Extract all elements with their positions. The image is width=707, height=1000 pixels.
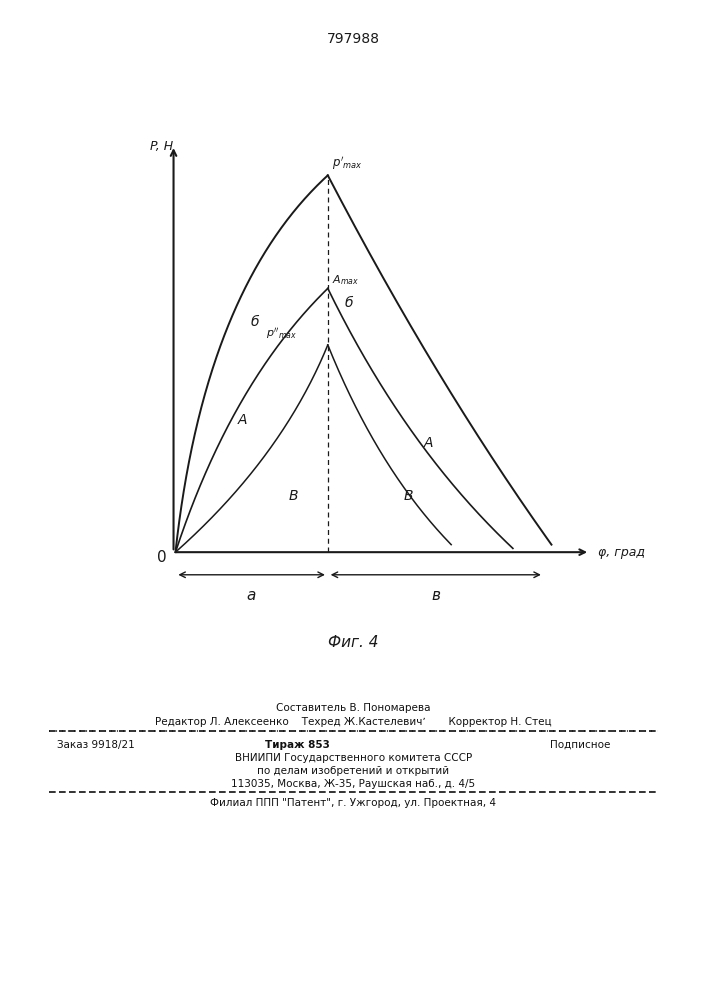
Text: $p''_{max}$: $p''_{max}$ [266, 326, 298, 341]
Text: ВНИИПИ Государственного комитета СССР: ВНИИПИ Государственного комитета СССР [235, 753, 472, 763]
Text: Тираж 853: Тираж 853 [264, 740, 329, 750]
Text: A: A [238, 413, 247, 427]
Text: Филиал ППП "Патент", г. Ужгород, ул. Проектная, 4: Филиал ППП "Патент", г. Ужгород, ул. Про… [211, 798, 496, 808]
Text: В: В [288, 489, 298, 503]
Text: 797988: 797988 [327, 32, 380, 46]
Text: 113035, Москва, Ж-35, Раушская наб., д. 4/5: 113035, Москва, Ж-35, Раушская наб., д. … [231, 779, 476, 789]
Text: A: A [423, 436, 433, 450]
Text: φ, град: φ, град [597, 546, 645, 559]
Text: б: б [345, 296, 354, 310]
Text: Редактор Л. Алексеенко    Техред Ж.Кастелевичʼ       Корректор Н. Стец: Редактор Л. Алексеенко Техред Ж.Кастелев… [156, 717, 551, 727]
Text: Фиг. 4: Фиг. 4 [328, 635, 379, 650]
Text: P, H: P, H [151, 140, 173, 153]
Text: 0: 0 [157, 550, 167, 565]
Text: в: в [431, 588, 440, 603]
Text: $p'_{max}$: $p'_{max}$ [332, 154, 363, 172]
Text: Заказ 9918/21: Заказ 9918/21 [57, 740, 134, 750]
Text: б: б [250, 315, 259, 329]
Text: Составитель В. Пономарева: Составитель В. Пономарева [276, 703, 431, 713]
Text: а: а [246, 588, 255, 603]
Text: $A_{max}$: $A_{max}$ [332, 273, 359, 287]
Text: В: В [404, 489, 414, 503]
Text: Подписное: Подписное [549, 740, 610, 750]
Text: по делам изобретений и открытий: по делам изобретений и открытий [257, 766, 450, 776]
